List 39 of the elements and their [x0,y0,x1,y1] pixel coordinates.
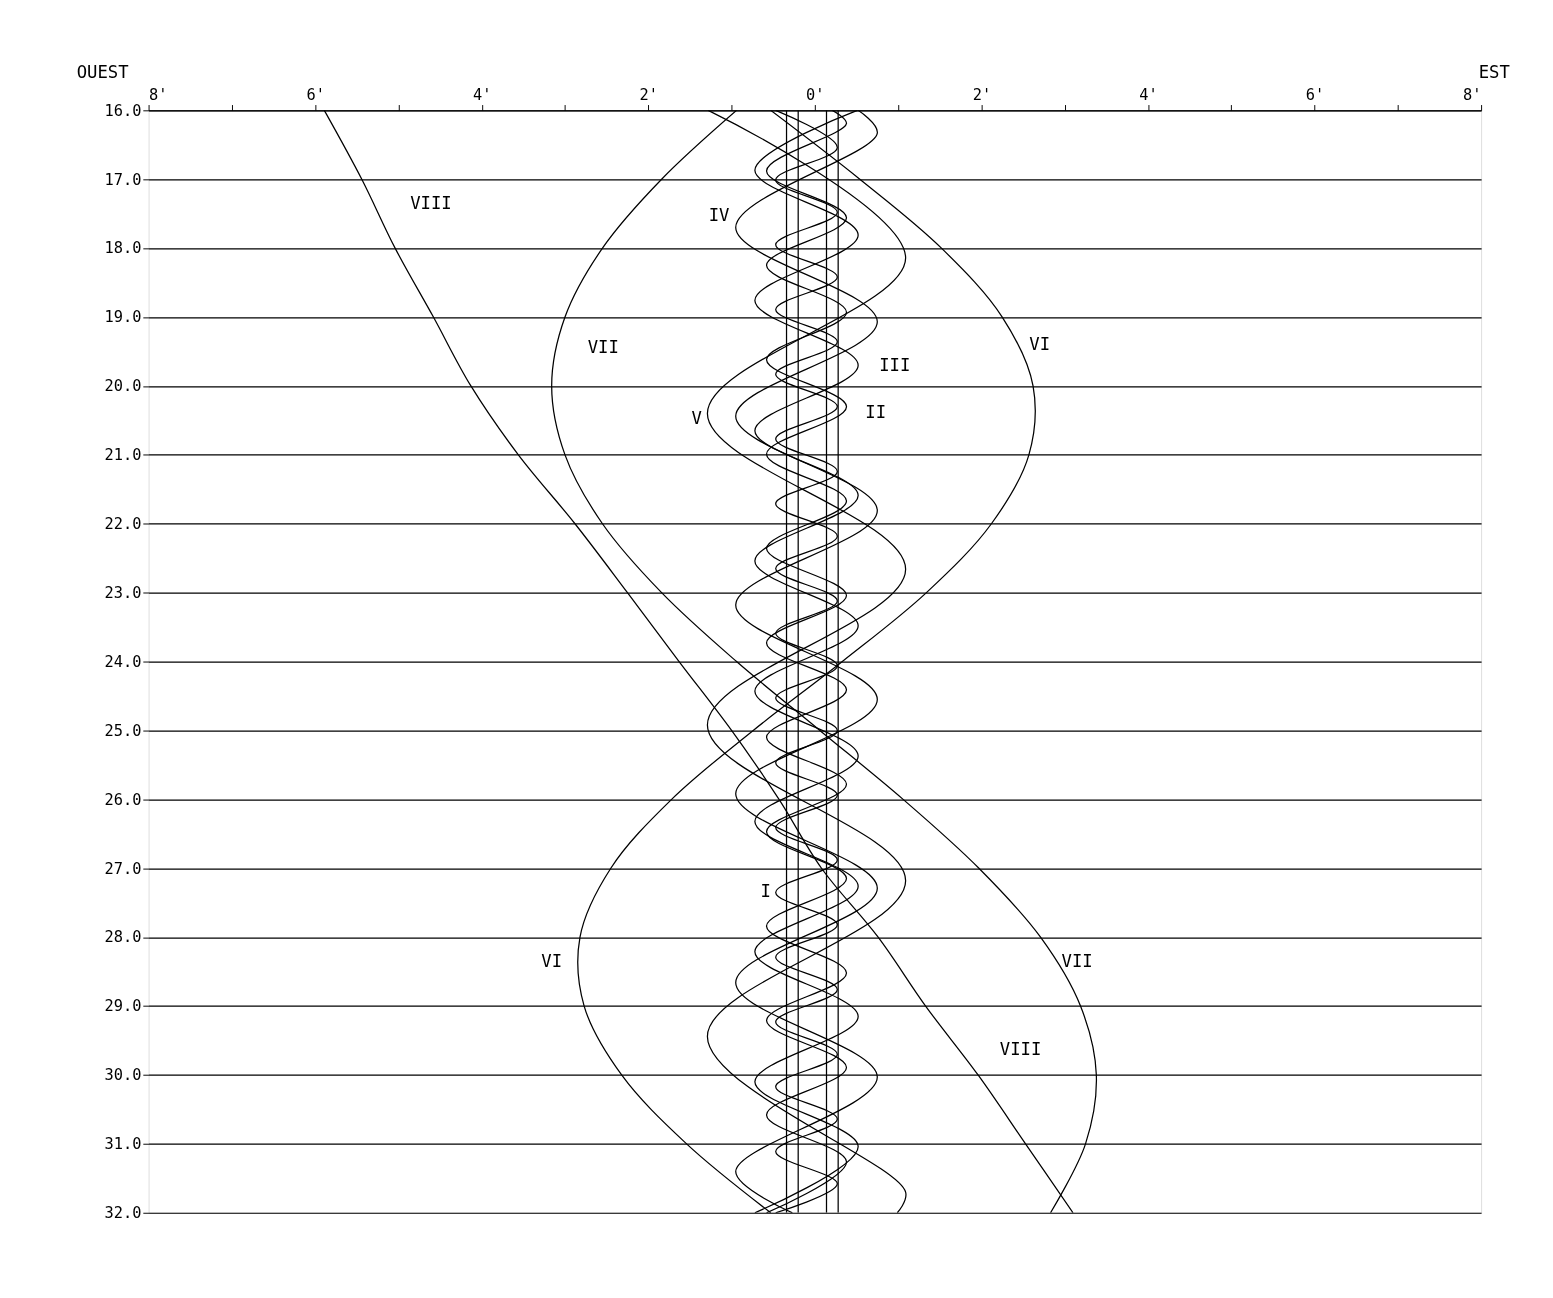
annotation: VI [541,950,563,971]
annotation: III [879,354,911,375]
x-tick-label: 6' [306,86,325,105]
y-tick-label: 18.0 [104,239,142,258]
y-tick-label: 25.0 [104,721,142,740]
y-tick-label: 20.0 [104,377,142,396]
y-tick-label: 27.0 [104,859,142,878]
x-tick-label: 6' [1305,86,1325,105]
x-tick-label: 2' [639,86,658,105]
text: EST [1478,61,1510,82]
annotation: VIII [410,192,452,213]
x-tick-label: 8' [1463,86,1482,105]
x-tick-label: 0' [806,86,825,105]
annotation: VI [1029,334,1051,355]
annotation: IV [708,204,730,225]
annotation: VII [1061,950,1093,971]
annotation: II [865,402,887,423]
y-tick-label: 21.0 [104,446,142,465]
y-tick-label: 28.0 [104,928,142,947]
y-tick-label: 32.0 [104,1204,142,1223]
annotation: I [760,881,771,902]
y-tick-label: 31.0 [104,1135,142,1154]
y-tick-label: 16.0 [104,101,142,120]
annotation: V [691,408,702,429]
y-tick-label: 26.0 [104,790,142,809]
x-tick-label: 4' [472,86,492,105]
annotation: VII [587,336,619,357]
y-tick-label: 24.0 [104,652,142,671]
x-tick-label: 8' [149,86,168,105]
y-tick-label: 29.0 [104,997,142,1016]
y-tick-label: 30.0 [104,1066,142,1085]
x-tick-label: 4' [1139,86,1158,105]
y-tick-label: 23.0 [104,583,142,602]
y-tick-label: 19.0 [104,308,142,327]
text: OUEST [76,61,129,82]
annotation: VIII [999,1038,1042,1059]
x-tick-label: 2' [972,86,992,105]
y-tick-label: 17.0 [104,170,142,189]
y-tick-label: 22.0 [104,515,142,534]
